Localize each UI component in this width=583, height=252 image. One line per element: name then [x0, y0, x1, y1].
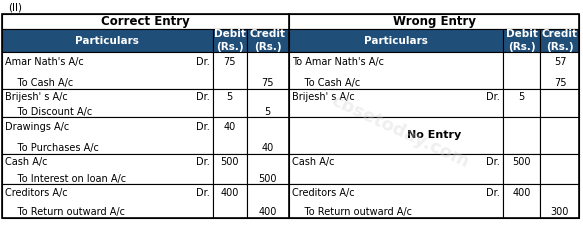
- Bar: [213, 184, 247, 218]
- Bar: [540, 117, 580, 154]
- Text: Credit
(Rs.): Credit (Rs.): [542, 29, 578, 52]
- Bar: [503, 154, 540, 184]
- Bar: [2, 52, 213, 89]
- Bar: [540, 29, 580, 52]
- Text: Dr.: Dr.: [196, 57, 210, 67]
- Bar: [540, 184, 580, 218]
- Bar: [289, 154, 503, 184]
- Bar: [2, 117, 213, 154]
- Text: 75: 75: [554, 78, 566, 88]
- Text: 40: 40: [224, 122, 236, 132]
- Text: Credit
(Rs.): Credit (Rs.): [250, 29, 286, 52]
- Bar: [247, 89, 289, 117]
- Text: 500: 500: [258, 174, 277, 184]
- Bar: [540, 52, 580, 89]
- Text: Drawings A/c: Drawings A/c: [5, 122, 69, 132]
- Text: Cash A/c: Cash A/c: [5, 157, 47, 167]
- Text: 500: 500: [220, 157, 239, 167]
- Text: To Interest on loan A/c: To Interest on loan A/c: [5, 174, 126, 184]
- Text: Dr.: Dr.: [196, 91, 210, 102]
- Text: 40: 40: [262, 143, 274, 153]
- Text: 300: 300: [551, 207, 569, 217]
- Bar: [247, 29, 289, 52]
- Text: To Cash A/c: To Cash A/c: [292, 78, 360, 88]
- Bar: [247, 154, 289, 184]
- Text: No Entry: No Entry: [407, 131, 461, 141]
- Text: To Amar Nath's A/c: To Amar Nath's A/c: [292, 57, 384, 67]
- Bar: [2, 14, 580, 218]
- Bar: [503, 184, 540, 218]
- Text: Creditors A/c: Creditors A/c: [292, 188, 354, 198]
- Bar: [503, 117, 540, 154]
- Text: Dr.: Dr.: [486, 91, 500, 102]
- Text: cbsetoday.com: cbsetoday.com: [328, 92, 472, 172]
- Bar: [247, 52, 289, 89]
- Text: Wrong Entry: Wrong Entry: [392, 15, 476, 28]
- Bar: [247, 117, 289, 154]
- Bar: [289, 14, 580, 29]
- Bar: [213, 89, 247, 117]
- Text: Debit
(Rs.): Debit (Rs.): [505, 29, 538, 52]
- Text: 400: 400: [258, 207, 277, 217]
- Text: Correct Entry: Correct Entry: [101, 15, 189, 28]
- Text: 5: 5: [518, 91, 525, 102]
- Bar: [2, 29, 213, 52]
- Bar: [289, 89, 503, 117]
- Bar: [540, 154, 580, 184]
- Text: 400: 400: [512, 188, 531, 198]
- Bar: [2, 154, 213, 184]
- Text: Cash A/c: Cash A/c: [292, 157, 334, 167]
- Bar: [289, 29, 503, 52]
- Text: Amar Nath's A/c: Amar Nath's A/c: [5, 57, 84, 67]
- Text: Particulars: Particulars: [364, 36, 427, 46]
- Text: Dr.: Dr.: [486, 188, 500, 198]
- Bar: [213, 154, 247, 184]
- Bar: [540, 89, 580, 117]
- Text: Dr.: Dr.: [196, 157, 210, 167]
- Text: 500: 500: [512, 157, 531, 167]
- Text: Debit
(Rs.): Debit (Rs.): [214, 29, 245, 52]
- Bar: [247, 184, 289, 218]
- Text: 5: 5: [227, 91, 233, 102]
- Bar: [289, 52, 503, 89]
- Text: Dr.: Dr.: [486, 157, 500, 167]
- Text: 400: 400: [220, 188, 239, 198]
- Text: 5: 5: [265, 107, 271, 117]
- Text: To Cash A/c: To Cash A/c: [5, 78, 73, 88]
- Bar: [2, 89, 213, 117]
- Bar: [503, 89, 540, 117]
- Bar: [503, 52, 540, 89]
- Text: Creditors A/c: Creditors A/c: [5, 188, 68, 198]
- Text: Dr.: Dr.: [196, 188, 210, 198]
- Text: To Return outward A/c: To Return outward A/c: [5, 207, 125, 217]
- Text: To Return outward A/c: To Return outward A/c: [292, 207, 412, 217]
- Bar: [289, 184, 503, 218]
- Text: To Discount A/c: To Discount A/c: [5, 107, 92, 117]
- Text: 57: 57: [554, 57, 566, 67]
- Bar: [213, 52, 247, 89]
- Bar: [503, 29, 540, 52]
- Bar: [213, 117, 247, 154]
- Bar: [2, 14, 289, 29]
- Text: Brijesh' s A/c: Brijesh' s A/c: [292, 91, 354, 102]
- Bar: [213, 29, 247, 52]
- Text: To Purchases A/c: To Purchases A/c: [5, 143, 99, 153]
- Text: Brijesh' s A/c: Brijesh' s A/c: [5, 91, 68, 102]
- Text: Particulars: Particulars: [75, 36, 139, 46]
- Text: Dr.: Dr.: [196, 122, 210, 132]
- Text: (II): (II): [8, 3, 22, 13]
- Bar: [2, 184, 213, 218]
- Bar: [289, 117, 503, 154]
- Text: 75: 75: [262, 78, 274, 88]
- Text: 75: 75: [223, 57, 236, 67]
